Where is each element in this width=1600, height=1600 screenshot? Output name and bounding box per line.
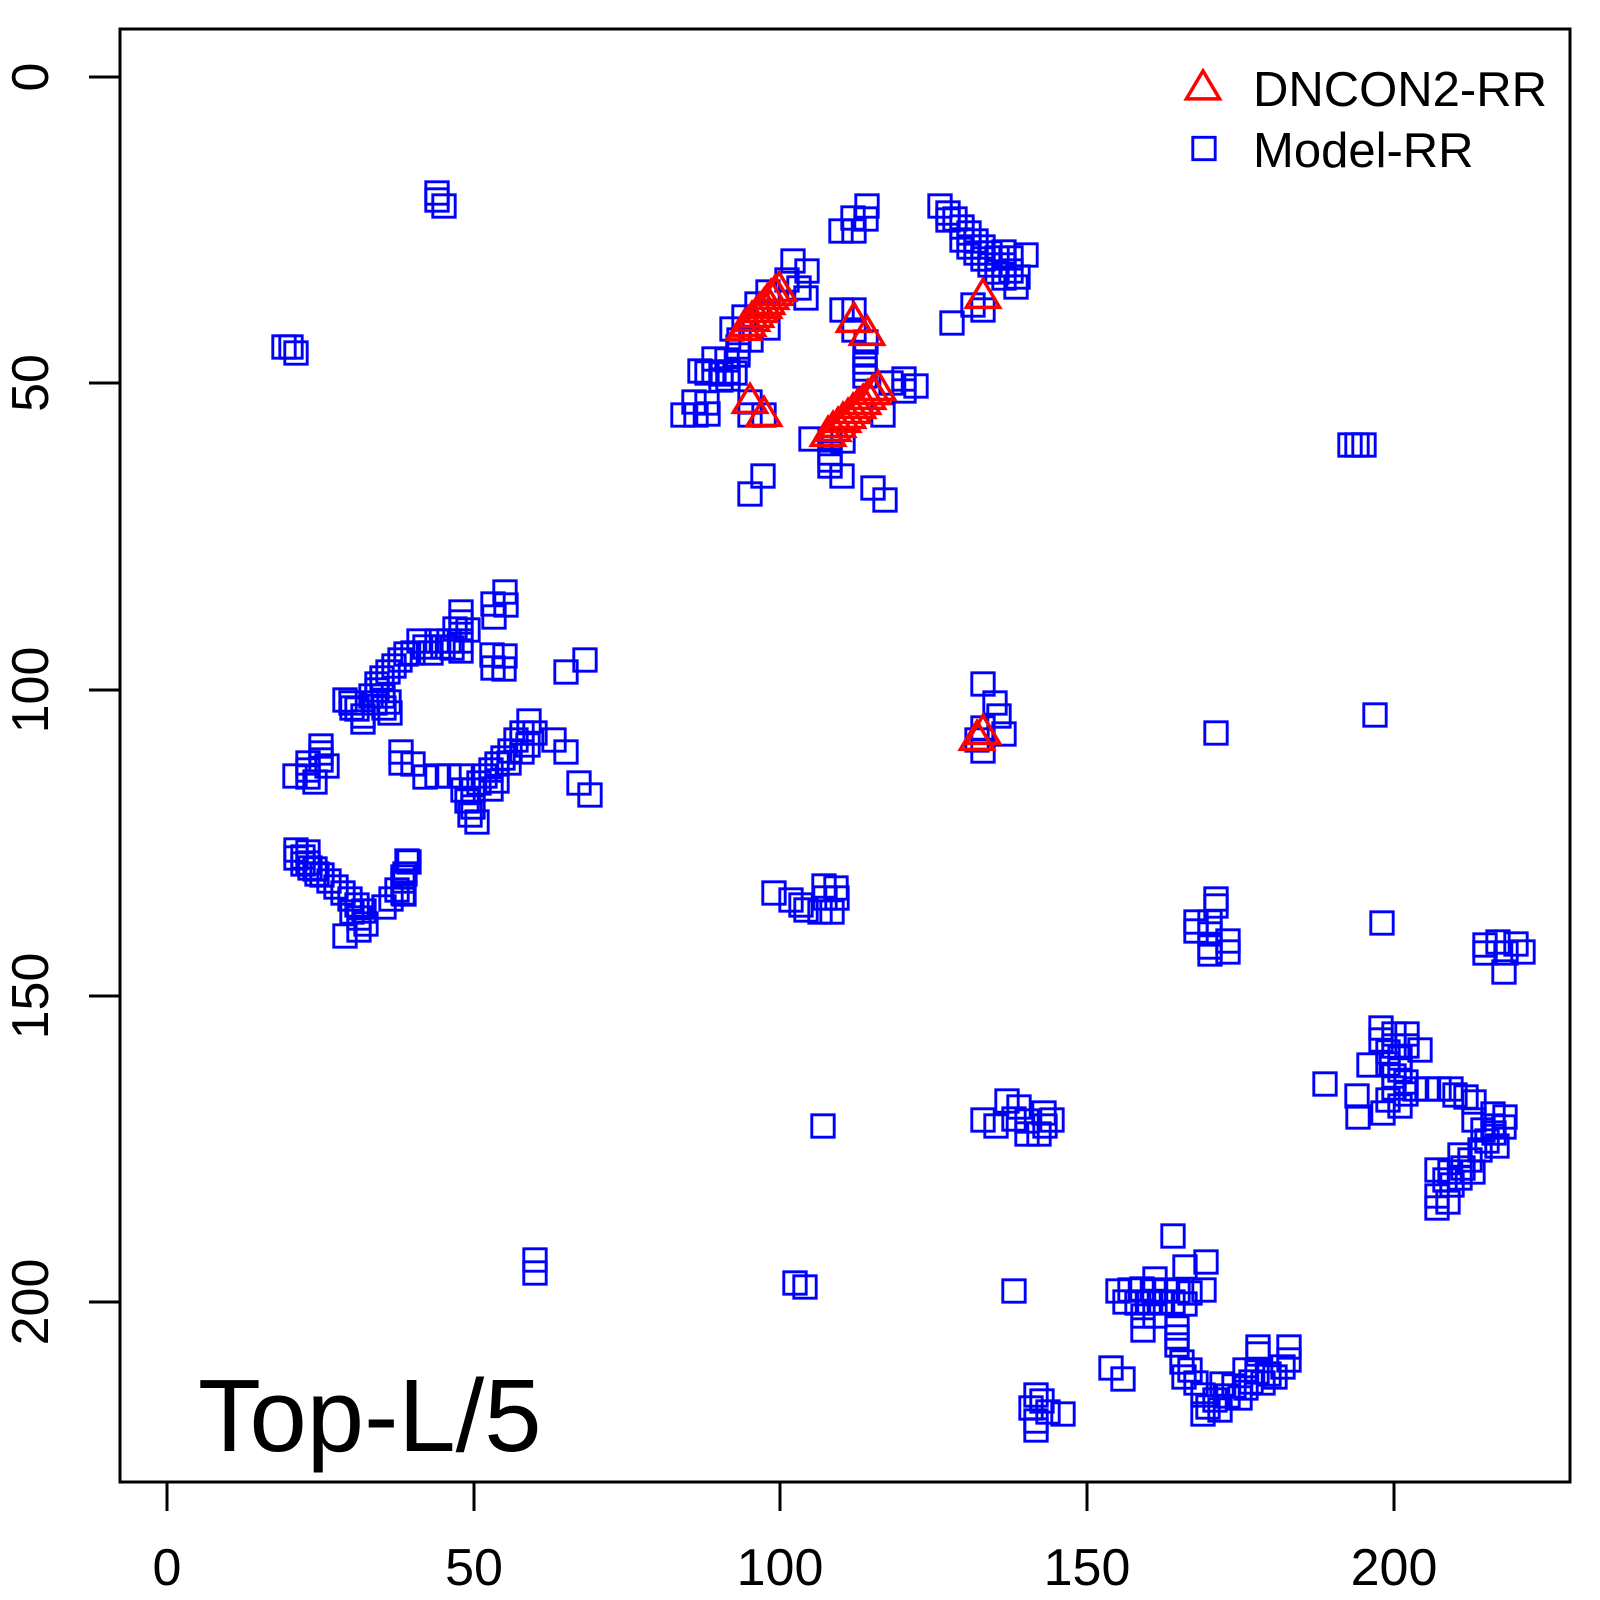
svg-text:Top-L/5: Top-L/5 [198, 1358, 542, 1473]
svg-text:Model-RR: Model-RR [1253, 124, 1474, 178]
svg-text:0: 0 [153, 1539, 182, 1597]
svg-text:200: 200 [1351, 1539, 1438, 1597]
svg-text:100: 100 [737, 1539, 824, 1597]
svg-text:DNCON2-RR: DNCON2-RR [1253, 63, 1547, 117]
svg-text:0: 0 [2, 63, 60, 92]
svg-text:150: 150 [2, 953, 60, 1040]
svg-text:100: 100 [2, 647, 60, 734]
svg-text:150: 150 [1044, 1539, 1131, 1597]
svg-text:50: 50 [2, 354, 60, 412]
svg-text:200: 200 [2, 1259, 60, 1346]
svg-text:50: 50 [445, 1539, 503, 1597]
